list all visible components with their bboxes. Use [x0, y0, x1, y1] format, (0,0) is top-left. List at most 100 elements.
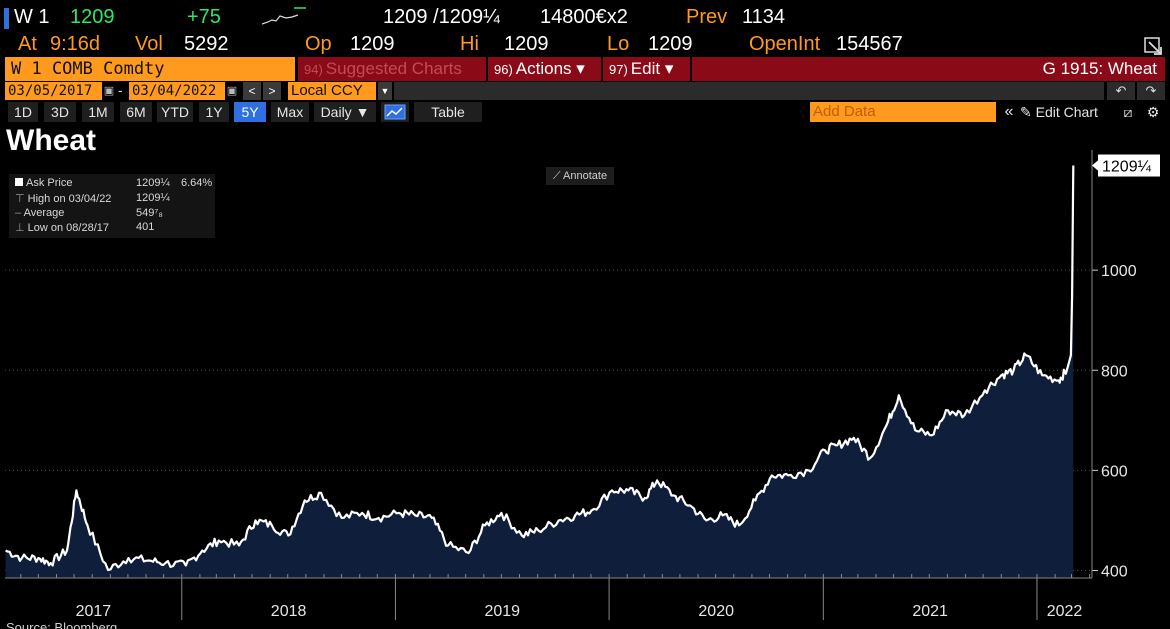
actions-menu[interactable]: 96) Actions ▾ — [488, 57, 601, 81]
legend-row-high: ⊤ High on 03/04/22 — [15, 192, 111, 205]
legend-marker: ⊤ — [15, 193, 28, 205]
calendar-icon[interactable]: ▣ — [103, 85, 115, 97]
x-tick-label: 2017 — [76, 603, 112, 620]
high-label: Hi — [460, 33, 479, 55]
suggested-charts-menu[interactable]: 94) Suggested Charts — [298, 57, 486, 81]
edit-label: Edit ▾ — [630, 59, 674, 78]
date-bar-filler — [394, 82, 1104, 100]
annotate-icon: ⟋ — [552, 170, 564, 182]
vol-label: Vol — [135, 33, 163, 55]
chart-toolbar: 1D 3D 1M 6M YTD 1Y 5Y Max Daily ▼ Table … — [0, 102, 1170, 122]
y-tick-label: 400 — [1101, 563, 1128, 580]
chart-source: Source: Bloomberg — [6, 620, 118, 629]
legend-row-average: – Average — [15, 207, 64, 219]
pencil-icon: ✎ — [1020, 104, 1036, 120]
legend-label: Ask Price — [26, 177, 73, 189]
legend-value: 1209¼ — [136, 192, 170, 204]
annotate-label: Annotate — [563, 170, 608, 182]
legend-marker: ⊥ — [15, 222, 28, 234]
legend-marker: – — [15, 207, 24, 219]
chart-title: Wheat — [6, 124, 96, 157]
x-tick-label: 2019 — [484, 603, 520, 620]
redo-icon[interactable]: ↷ — [1137, 82, 1165, 100]
range-5y-button[interactable]: 5Y — [234, 102, 266, 122]
legend-label: High on 03/04/22 — [27, 193, 112, 205]
last-value-box — [1098, 154, 1160, 177]
legend-label: Average — [23, 207, 65, 219]
prev-period-button[interactable]: < — [243, 82, 261, 100]
last-price: 1209 — [70, 6, 115, 28]
legend-swatch — [15, 178, 23, 186]
open-value: 1209 — [350, 33, 395, 55]
edit-number: 97) — [609, 62, 628, 77]
open-label: Op — [305, 33, 332, 55]
date-separator: - — [118, 82, 123, 98]
function-bar: W 1 COMB Comdty 94) Suggested Charts 96) A… — [0, 57, 1170, 81]
next-period-button[interactable]: > — [263, 82, 281, 100]
annotate-button[interactable]: ⟋ Annotate — [546, 167, 614, 185]
range-max-button[interactable]: Max — [271, 102, 309, 122]
vol-value: 5292 — [184, 33, 229, 55]
range-6m-button[interactable]: 6M — [120, 102, 152, 122]
function-title: G 1915: Wheat — [692, 57, 1165, 81]
crop-icon[interactable]: ⧄ — [1123, 104, 1133, 120]
legend-value: 401 — [136, 221, 155, 233]
openint-value: 154567 — [836, 33, 903, 55]
actions-number: 96) — [494, 62, 513, 77]
legend-value: 1209¼ — [136, 177, 170, 189]
low-label: Lo — [607, 33, 630, 55]
range-3d-button[interactable]: 3D — [44, 102, 76, 122]
x-axis: 2017 2018 2019 2020 2021 2022 — [5, 574, 1092, 620]
legend-row-low: ⊥ Low on 08/28/17 — [15, 221, 109, 234]
range-1y-button[interactable]: 1Y — [199, 102, 229, 122]
frequency-select[interactable]: Daily ▼ — [314, 102, 376, 122]
table-view-button[interactable]: Table — [414, 102, 482, 122]
collapse-icon[interactable]: « — [1004, 103, 1014, 120]
edit-chart-button[interactable]: ✎ Edit Chart — [1020, 102, 1098, 122]
edit-chart-label: Edit Chart — [1035, 104, 1098, 120]
line-chart-icon[interactable] — [381, 102, 409, 122]
prev-value: 1134 — [742, 6, 786, 28]
at-label: At — [18, 33, 37, 55]
legend-row-ask: Ask Price — [15, 177, 72, 189]
high-value: 1209 — [504, 33, 549, 55]
undo-icon[interactable]: ↶ — [1107, 82, 1135, 100]
y-tick-label: 800 — [1101, 363, 1128, 380]
range-1m-button[interactable]: 1M — [82, 102, 114, 122]
price-area — [5, 165, 1074, 578]
last-value-pointer — [1092, 159, 1099, 172]
chevron-down-icon[interactable]: ▼ — [378, 82, 392, 100]
expand-window-icon[interactable] — [1143, 36, 1163, 56]
x-tick-label: 2022 — [1047, 603, 1083, 620]
chart-legend[interactable]: Ask Price 1209¼ 6.64% ⊤ High on 03/04/22… — [9, 174, 215, 238]
gear-icon[interactable]: ⚙ — [1146, 104, 1160, 120]
x-tick-label: 2021 — [912, 603, 948, 620]
currency-select[interactable]: Local CCY — [288, 82, 376, 100]
start-date-input[interactable]: 03/05/2017 — [5, 82, 102, 100]
ticker-symbol[interactable]: W 1 — [14, 6, 50, 28]
x-tick-label: 2018 — [271, 603, 307, 620]
date-range-bar: 03/05/2017 ▣ - 03/04/2022 ▣ < > Local CC… — [0, 82, 1170, 101]
x-tick-label: 2020 — [698, 603, 734, 620]
last-value-label: 1209¼ — [1102, 159, 1152, 176]
quote-header: W 1 1209 +75 1209 /1209¼ 14800€x2 Prev 1… — [0, 0, 1170, 34]
y-tick-label: 1000 — [1101, 263, 1137, 280]
add-data-input[interactable]: Add Data — [810, 102, 996, 122]
low-value: 1209 — [648, 33, 693, 55]
suggested-charts-label: Suggested Charts — [325, 59, 462, 78]
at-value: 9:16d — [50, 33, 101, 55]
calendar-icon[interactable]: ▣ — [226, 85, 238, 97]
security-field[interactable]: W 1 COMB Comdty — [5, 57, 295, 81]
bid-ask-size: 14800€x2 — [540, 6, 628, 28]
price-line — [5, 165, 1075, 572]
legend-value: 549⁷₈ — [136, 207, 163, 219]
last-value-marker: 1209¼ — [1092, 154, 1160, 177]
edit-menu[interactable]: 97) Edit ▾ — [603, 57, 690, 81]
end-date-input[interactable]: 03/04/2022 — [129, 82, 225, 100]
range-ytd-button[interactable]: YTD — [157, 102, 193, 122]
sparkline-icon — [262, 7, 306, 25]
range-1d-button[interactable]: 1D — [8, 102, 38, 122]
ticker-marker — [4, 8, 9, 29]
openint-label: OpenInt — [749, 33, 821, 55]
